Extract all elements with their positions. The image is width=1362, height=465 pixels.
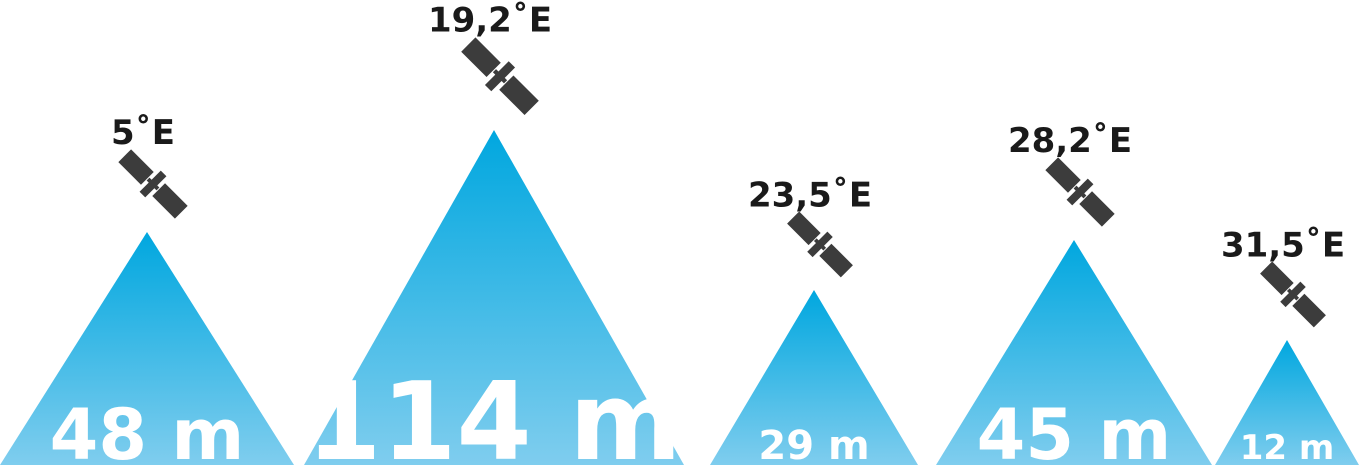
triangle-bar-4	[936, 240, 1212, 465]
satellite-link	[813, 238, 827, 251]
satellite-icon	[787, 211, 853, 278]
satellite-link	[1073, 185, 1087, 199]
satellite-panel-right	[819, 243, 853, 278]
satellite-icon	[461, 37, 539, 116]
satellite-icon	[1045, 157, 1115, 227]
satellite-panel-left	[1260, 261, 1294, 296]
satellite-panel-right	[1292, 293, 1326, 328]
value-label-3: 29 m	[758, 423, 869, 465]
satellite-link	[492, 69, 508, 84]
satellite-panel-left	[118, 149, 154, 185]
value-label-4: 45 m	[977, 394, 1172, 465]
position-label-1: 5˚E	[111, 113, 175, 153]
satellite-panel-right	[1079, 191, 1115, 227]
satellite-icon	[1260, 261, 1326, 328]
position-label-5: 31,5˚E	[1221, 225, 1345, 265]
value-label-1: 48 m	[50, 394, 245, 465]
position-label-4: 28,2˚E	[1008, 121, 1132, 161]
satellite-panel-left	[461, 37, 501, 78]
position-label-3: 23,5˚E	[748, 175, 872, 215]
value-label-5: 12 m	[1240, 428, 1335, 465]
position-label-2: 19,2˚E	[428, 0, 552, 40]
triangle-bar-3	[710, 290, 918, 465]
satellite-link	[1286, 288, 1300, 301]
value-label-2: 114 m	[306, 360, 682, 465]
satellite-panel-right	[152, 183, 188, 219]
triangle-bar-5	[1215, 340, 1359, 465]
triangle-bar-1	[0, 232, 294, 465]
triangle-bar-2	[304, 130, 684, 465]
satellite-icon	[118, 149, 188, 219]
satellite-panel-left	[1045, 157, 1081, 193]
satellite-panel-right	[499, 75, 539, 116]
satellite-panel-left	[787, 211, 821, 246]
satellite-link	[146, 177, 160, 191]
